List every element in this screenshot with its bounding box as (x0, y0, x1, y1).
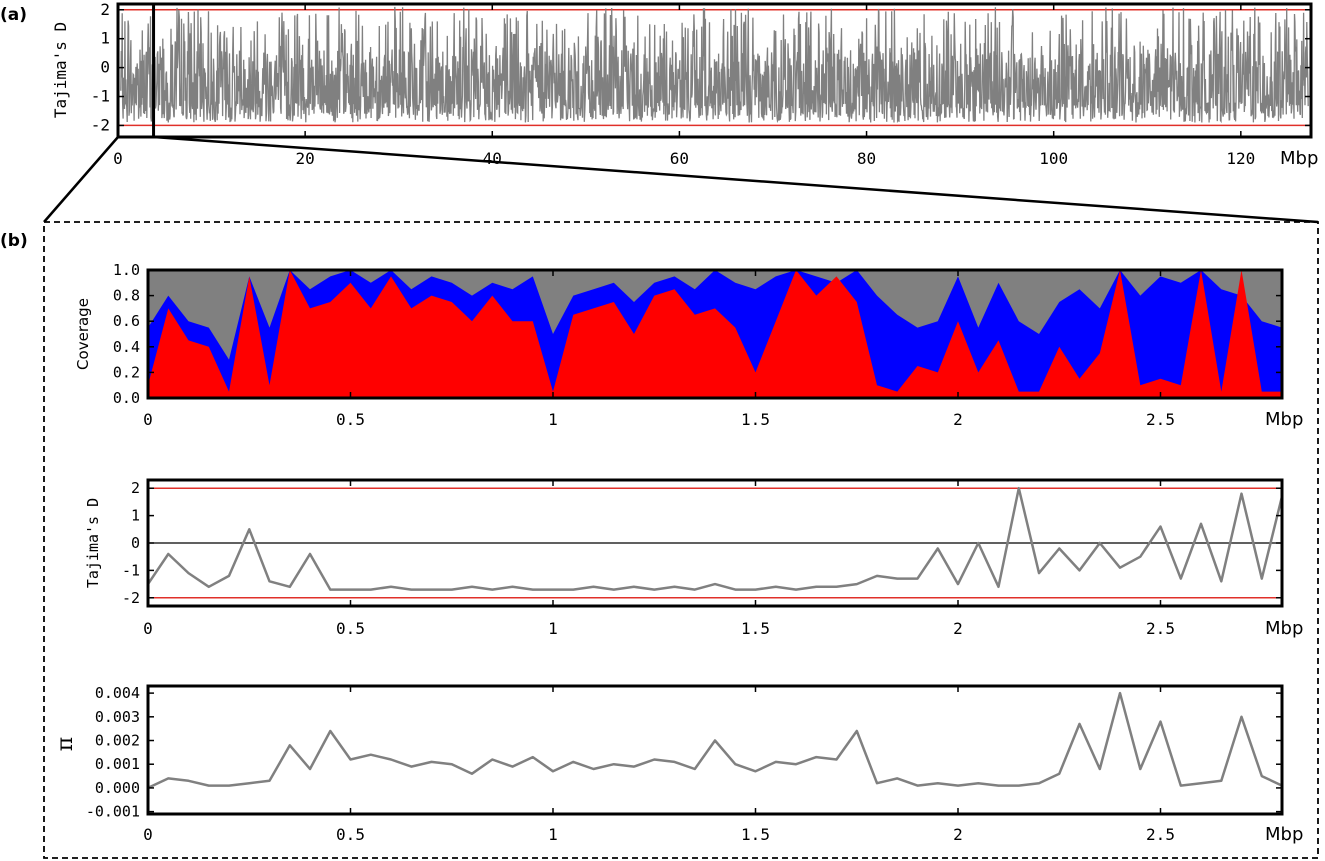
y-tick-label: -0.001 (86, 803, 140, 821)
x-tick-label: 1.5 (741, 619, 770, 638)
y-tick-label: 0.4 (113, 338, 140, 356)
y-tick-label: 0.001 (95, 755, 140, 773)
panel-b-frame (43, 221, 1319, 859)
panel-label-a: (a) (0, 5, 27, 25)
y-tick-label: 0.2 (113, 363, 140, 381)
x-tick-label: 2.5 (1146, 619, 1175, 638)
x-tick-label: 0 (143, 619, 153, 638)
y-tick-label: 0.000 (95, 779, 140, 797)
x-tick-label: 1.5 (741, 825, 770, 844)
x-tick-label: 1.5 (741, 410, 770, 429)
x-tick-label: 2.5 (1146, 410, 1175, 429)
y-tick-label: -2 (122, 589, 140, 607)
x-tick-label: 0 (143, 410, 153, 429)
x-tick-label: 0.5 (336, 825, 365, 844)
x-tick-label: 1 (548, 410, 558, 429)
y-axis-label-coverage: Coverage (74, 298, 92, 370)
y-tick-label: 2 (100, 0, 110, 19)
series-line (120, 6, 1309, 124)
x-tick-label: 40 (483, 149, 502, 168)
x-tick-label: 0 (143, 825, 153, 844)
x-tick-label: 2 (953, 825, 963, 844)
y-tick-label: 0.004 (95, 684, 140, 702)
y-tick-label: 1.0 (113, 261, 140, 279)
x-tick-label: 1 (548, 619, 558, 638)
y-axis-label-pi: π (53, 737, 78, 751)
zoom-connector-right (153, 135, 1319, 224)
zoom-connector-left (43, 136, 119, 223)
red-area (148, 270, 1282, 398)
zoom-window (116, 2, 156, 139)
series-line (146, 486, 1284, 591)
y-tick-label: 1 (100, 29, 110, 48)
x-unit-label: Mbp (1280, 148, 1318, 169)
y-tick-label: 0.6 (113, 312, 140, 330)
x-unit-label: Mbp (1265, 409, 1303, 430)
x-tick-label: 0 (113, 149, 123, 168)
series-line (147, 691, 1283, 790)
x-tick-label: 80 (857, 149, 876, 168)
x-tick-label: 20 (296, 149, 315, 168)
y-tick-label: 0 (131, 534, 140, 552)
y-tick-label: 0.002 (95, 732, 140, 750)
plot-frame (146, 684, 1284, 816)
x-unit-label: Mbp (1265, 824, 1303, 845)
y-tick-label: 2 (131, 479, 140, 497)
x-tick-label: 2 (953, 619, 963, 638)
x-unit-label: Mbp (1265, 618, 1303, 639)
x-tick-label: 60 (670, 149, 689, 168)
x-tick-label: 0.5 (336, 619, 365, 638)
y-tick-label: 0.003 (95, 708, 140, 726)
x-tick-label: 2 (953, 410, 963, 429)
x-tick-label: 2.5 (1146, 825, 1175, 844)
y-axis-label-tajima-zoom: Tajima's D (84, 498, 102, 588)
y-tick-label: 0.8 (113, 287, 140, 305)
x-tick-label: 1 (548, 825, 558, 844)
y-tick-label: 0.0 (113, 389, 140, 407)
y-tick-label: 1 (131, 507, 140, 525)
plot-frame (146, 268, 1284, 400)
y-tick-label: -1 (91, 87, 110, 106)
x-tick-label: 100 (1039, 149, 1068, 168)
x-tick-label: 0.5 (336, 410, 365, 429)
panel-label-b: (b) (0, 231, 28, 251)
x-tick-label: 120 (1226, 149, 1255, 168)
y-tick-label: -1 (122, 561, 140, 579)
y-axis-label-a: Tajima's D (51, 22, 70, 118)
y-tick-label: -2 (91, 115, 110, 134)
y-tick-label: 0 (100, 58, 110, 77)
